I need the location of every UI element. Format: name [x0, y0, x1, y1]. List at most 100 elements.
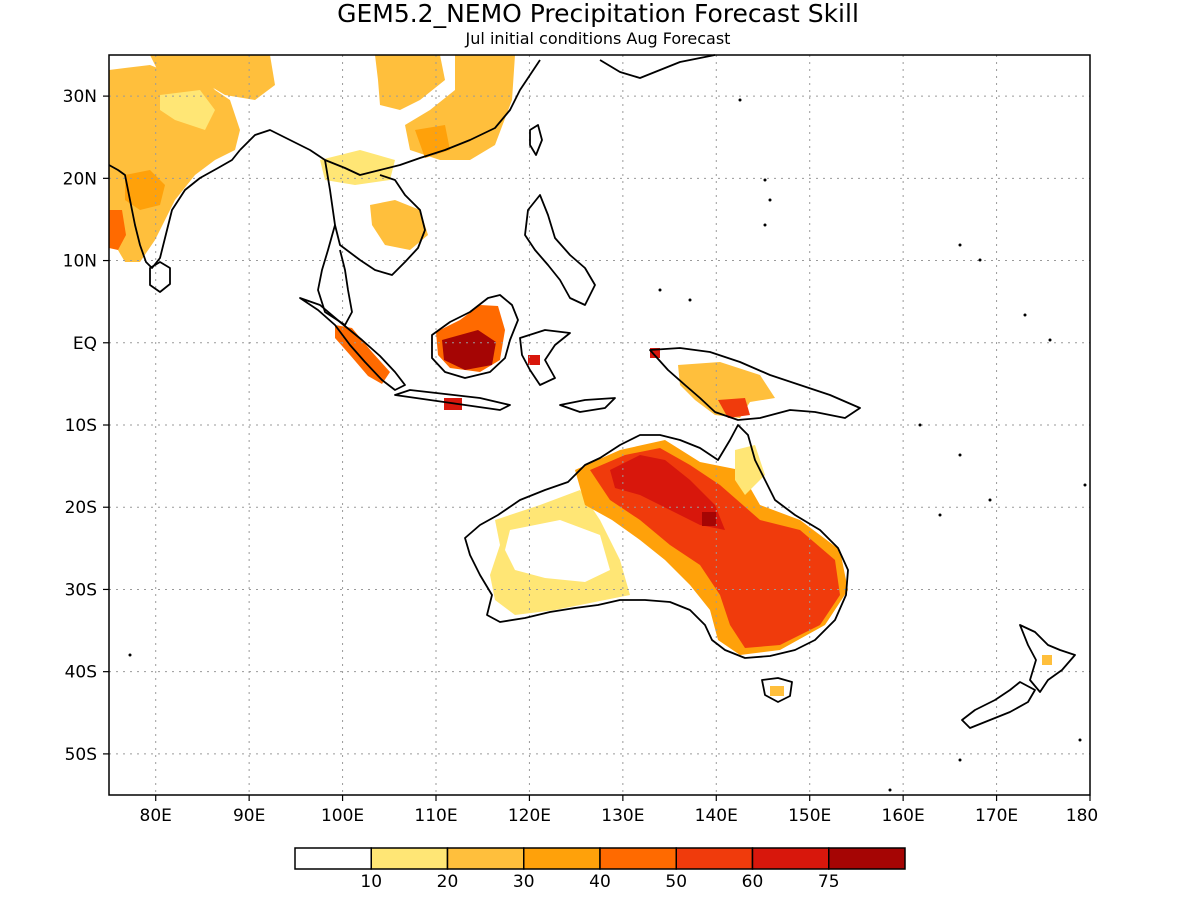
skill-region-australia-peak [702, 512, 716, 526]
colorbar-label: 60 [742, 872, 764, 892]
lat-tick-label: 10S [65, 416, 97, 436]
skill-region-india-coast [109, 210, 126, 250]
skill-region-newguinea-hi [718, 398, 750, 418]
coastline-taiwan [529, 124, 543, 156]
island-dot [958, 758, 962, 762]
island-dot [918, 423, 922, 427]
skill-region-tasmania [770, 686, 784, 696]
coastline-newzealand-south [961, 681, 1036, 729]
island-dot [938, 513, 942, 517]
skill-region-australia-east [735, 445, 765, 495]
skill-region-borneo-core [442, 330, 496, 370]
island-dot [1078, 738, 1082, 742]
skill-shading [109, 55, 1052, 696]
map-subtitle: Jul initial conditions Aug Forecast [465, 29, 731, 48]
colorbar-swatch [828, 847, 906, 870]
skill-region-newzealand [1042, 655, 1052, 665]
skill-region-australia-dark [610, 455, 725, 530]
island-dot [1048, 338, 1052, 342]
lon-tick-label: 140E [695, 806, 738, 826]
skill-region-seasia [370, 200, 428, 250]
colorbar: 10 20 30 40 50 60 75 [294, 847, 906, 892]
islands [128, 98, 1087, 792]
skill-region-tibet [150, 55, 275, 100]
lat-tick-label: 10N [63, 252, 97, 272]
skill-region-china-hi [415, 125, 450, 158]
island-dot [978, 258, 982, 262]
lon-tick-label: 150E [788, 806, 831, 826]
skill-region-india-hi [125, 170, 165, 210]
lat-tick-label: 50S [65, 745, 97, 765]
colorbar-label: 50 [665, 872, 687, 892]
colorbar-swatch [294, 847, 372, 870]
colorbar-swatch [675, 847, 754, 870]
lat-tick-label: 30S [65, 580, 97, 600]
coastline-tasmania [761, 677, 793, 703]
island-dot [958, 453, 962, 457]
colorbar-label: 30 [513, 872, 535, 892]
skill-region-sulawesi [528, 355, 540, 365]
lon-tick-label: 80E [140, 806, 172, 826]
coastlines [108, 54, 1076, 729]
island-dot [688, 298, 692, 302]
lon-tick-label: 100E [321, 806, 364, 826]
island-dot [1083, 483, 1087, 487]
island-dot [888, 788, 892, 792]
colorbar-swatch [751, 847, 830, 870]
map-title: GEM5.2_NEMO Precipitation Forecast Skill [337, 0, 859, 28]
colorbar-swatch [523, 847, 601, 870]
skill-region-china-west [375, 55, 445, 110]
coastline-philippines [524, 194, 596, 306]
coastline-newguinea [649, 347, 861, 421]
lon-tick-label: 120E [508, 806, 551, 826]
skill-region-newguinea [678, 362, 775, 418]
skill-region-sumatra [335, 325, 390, 384]
lat-tick-label: 20S [65, 498, 97, 518]
coastline-indochina [324, 159, 426, 276]
map-panel [108, 54, 1091, 796]
coastline-china [239, 59, 541, 176]
skill-region-australia-wclear [505, 520, 610, 582]
coastline-srilanka [149, 261, 171, 293]
island-dot [1023, 313, 1027, 317]
colorbar-swatch [599, 847, 677, 870]
colorbar-swatch [370, 847, 449, 870]
colorbar-label: 75 [818, 872, 840, 892]
island-dot [768, 198, 772, 202]
colorbar-label: 10 [360, 872, 382, 892]
grid-lines [109, 55, 1091, 795]
coastline-sulawesi [519, 329, 571, 386]
colorbar-label: 20 [437, 872, 459, 892]
lon-tick-label: 90E [233, 806, 265, 826]
coastline-australia [464, 424, 849, 659]
coastline-india [108, 149, 241, 269]
island-dot [738, 98, 742, 102]
island-dot [763, 178, 767, 182]
lon-tick-label: 130E [601, 806, 644, 826]
coastline-borneo [431, 294, 519, 379]
skill-region-china-south [320, 150, 395, 185]
island-dot [128, 653, 132, 657]
colorbar-label: 40 [589, 872, 611, 892]
island-dot [988, 498, 992, 502]
colorbar-swatch [446, 847, 525, 870]
lon-tick-label: 160E [882, 806, 925, 826]
latitude-labels: 30N 20N 10N EQ 10S 20S 30S 40S 50S [63, 87, 109, 765]
skill-region-india-light [160, 90, 215, 130]
coastline-sumatra [299, 297, 406, 391]
coastline-java [394, 389, 511, 411]
lat-tick-label: 40S [65, 663, 97, 683]
lat-tick-label: 20N [63, 169, 97, 189]
lat-tick-label: 30N [63, 87, 97, 107]
island-dot [958, 243, 962, 247]
island-dot [763, 223, 767, 227]
lon-tick-label: 180 [1066, 806, 1098, 826]
coastline-timor [559, 397, 616, 413]
lon-tick-label: 110E [414, 806, 457, 826]
island-dot [658, 288, 662, 292]
lat-tick-label: EQ [73, 334, 97, 354]
coastline-newzealand-north [1019, 624, 1076, 693]
coastline-japan [599, 54, 716, 79]
longitude-labels: 80E 90E 100E 110E 120E 130E 140E 150E 160E 170E 18… [140, 795, 1098, 826]
lon-tick-label: 170E [975, 806, 1018, 826]
